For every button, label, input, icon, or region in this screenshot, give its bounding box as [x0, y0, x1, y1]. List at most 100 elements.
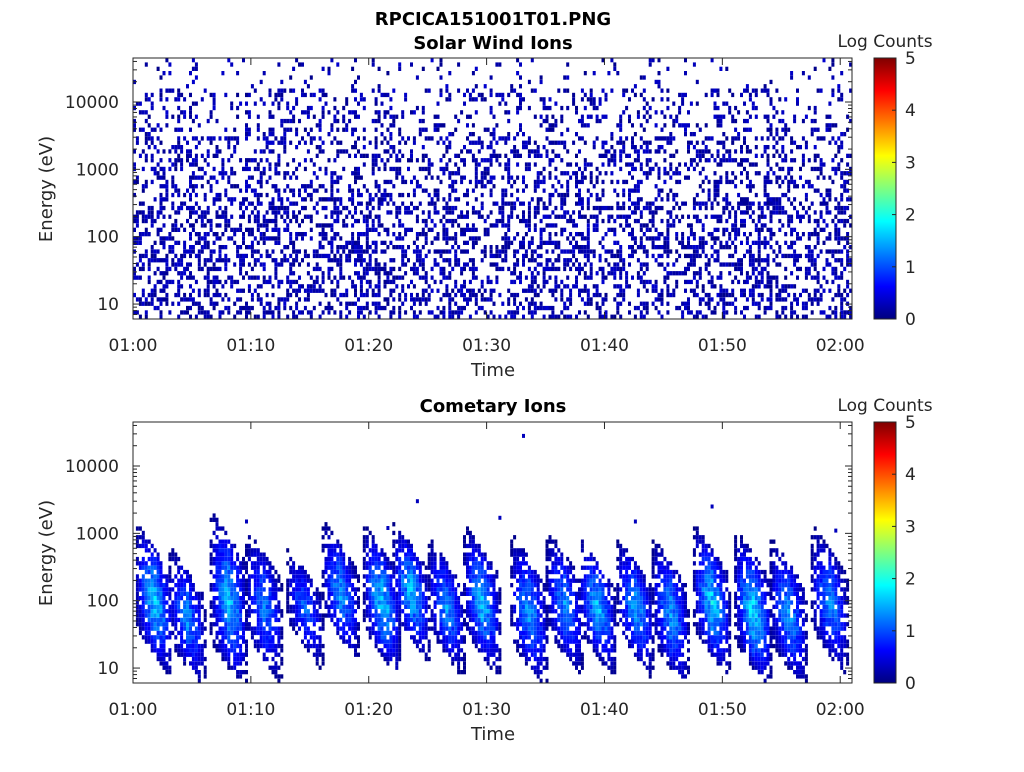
data-cell [142, 189, 145, 193]
data-cell [770, 297, 773, 301]
data-cell [658, 245, 661, 249]
data-cell [142, 149, 145, 153]
data-cell [631, 167, 634, 171]
data-cell [672, 271, 675, 275]
data-cell [519, 276, 522, 280]
data-cell [743, 280, 746, 284]
data-cell [537, 306, 540, 310]
data-cell [711, 136, 714, 140]
data-cell [201, 310, 204, 314]
data-cell [260, 176, 263, 180]
data-cell [333, 310, 336, 314]
data-cell [295, 58, 298, 62]
data-cell [168, 149, 171, 153]
data-cell [345, 123, 348, 127]
data-cell [575, 171, 578, 175]
data-cell [702, 297, 705, 301]
data-cell [304, 141, 307, 145]
data-cell [457, 215, 460, 219]
data-cell [831, 136, 834, 140]
data-cell [475, 167, 478, 171]
data-cell [640, 276, 643, 280]
data-cell [690, 132, 693, 136]
data-cell [493, 315, 496, 319]
data-cell [734, 106, 737, 110]
data-cell [448, 310, 451, 314]
data-cell [693, 236, 696, 240]
data-cell [646, 254, 649, 258]
data-cell [834, 293, 837, 297]
data-cell [454, 197, 457, 201]
data-cell [174, 254, 177, 258]
data-cell [298, 141, 301, 145]
data-cell [351, 284, 354, 288]
data-cell [348, 189, 351, 193]
data-cell [613, 154, 616, 158]
data-cell [425, 280, 428, 284]
data-cell [602, 271, 605, 275]
data-cell [304, 289, 307, 293]
data-cell [740, 210, 743, 214]
data-cell [834, 228, 837, 232]
data-cell [298, 289, 301, 293]
data-cell [410, 210, 413, 214]
data-cell [257, 167, 260, 171]
data-cell [590, 176, 593, 180]
data-cell [286, 162, 289, 166]
data-cell [746, 236, 749, 240]
data-cell [295, 145, 298, 149]
data-cell [714, 258, 717, 262]
data-cell [277, 297, 280, 301]
data-cell [272, 202, 275, 206]
data-cell [560, 202, 563, 206]
data-cell [157, 149, 160, 153]
data-cell [245, 254, 248, 258]
data-cell [714, 228, 717, 232]
data-cell [442, 293, 445, 297]
data-cell [454, 241, 457, 245]
data-cell [204, 241, 207, 245]
data-cell [546, 223, 549, 227]
data-cell [537, 176, 540, 180]
data-cell [171, 223, 174, 227]
data-cell [442, 123, 445, 127]
data-cell [289, 241, 292, 245]
data-cell [345, 306, 348, 310]
data-cell [168, 232, 171, 236]
data-cell [463, 102, 466, 106]
data-cell [605, 258, 608, 262]
data-cell [481, 202, 484, 206]
data-cell [734, 219, 737, 223]
data-cell [507, 241, 510, 245]
data-cell [466, 223, 469, 227]
data-cell [655, 236, 658, 240]
data-cell [563, 89, 566, 93]
data-cell [224, 219, 227, 223]
data-cell [195, 210, 198, 214]
data-cell [392, 145, 395, 149]
data-cell [189, 128, 192, 132]
data-cell [216, 280, 219, 284]
data-cell [192, 136, 195, 140]
data-cell [148, 262, 151, 266]
data-cell [546, 154, 549, 158]
data-cell [154, 171, 157, 175]
data-cell [204, 171, 207, 175]
data-cell [316, 249, 319, 253]
data-cell [790, 202, 793, 206]
data-cell [369, 267, 372, 271]
data-cell [820, 215, 823, 219]
data-cell [395, 236, 398, 240]
data-cell [628, 119, 631, 123]
data-cell [277, 241, 280, 245]
data-cell [767, 193, 770, 197]
data-cell [519, 123, 522, 127]
data-cell [802, 302, 805, 306]
data-cell [425, 254, 428, 258]
data-cell [616, 262, 619, 266]
data-cell [266, 158, 269, 162]
data-cell [363, 154, 366, 158]
data-cell [672, 223, 675, 227]
data-cell [239, 206, 242, 210]
data-cell [263, 310, 266, 314]
